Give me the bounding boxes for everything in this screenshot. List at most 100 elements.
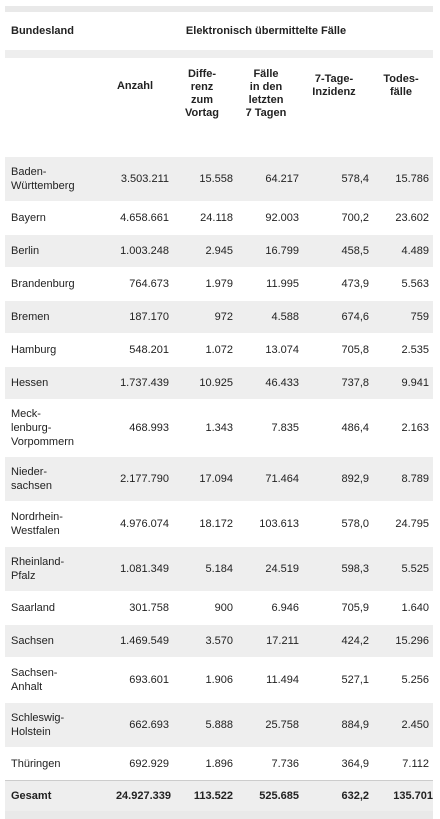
column-header-line: renz: [190, 81, 214, 93]
table-row: Nieder-sachsen 2.177.790 17.094 71.464 892,9…: [5, 456, 433, 502]
table-row: Hessen 1.737.439 10.925 46.433 737,8 9.941: [5, 366, 433, 400]
cell-incidence-7-day: 578,4: [299, 156, 369, 202]
cell-count: 764.673: [99, 267, 171, 301]
table-row: Thüringen 692.929 1.896 7.736 364,9 7.112: [5, 747, 433, 781]
state-name: Saarland: [5, 591, 99, 625]
total-label: Gesamt: [5, 780, 99, 811]
cell-cases-last-7-days: 7.835: [233, 399, 299, 457]
state-name: Hessen: [5, 366, 99, 400]
cell-deaths: 1.640: [369, 591, 433, 625]
cell-cases-last-7-days: 64.217: [233, 156, 299, 202]
table-row: Hamburg 548.201 1.072 13.074 705,8 2.535: [5, 333, 433, 367]
cell-cases-last-7-days: 103.613: [233, 501, 299, 547]
state-name-line: Berlin: [11, 245, 40, 257]
state-name-line: Baden-: [11, 166, 47, 178]
cell-diff-prev-day: 972: [171, 300, 233, 334]
cell-diff-prev-day: 10.925: [171, 366, 233, 400]
cell-deaths: 8.789: [369, 456, 433, 502]
column-header-cases-last-7-days: Fälle in den letzten 7 Tagen: [233, 58, 299, 157]
column-header-count: Anzahl: [99, 58, 171, 157]
cell-incidence-7-day: 527,1: [299, 657, 369, 703]
state-name: Bremen: [5, 300, 99, 334]
cell-cases-last-7-days: 7.736: [233, 747, 299, 781]
table-bottom-border: [5, 811, 433, 819]
table-body: Baden- Württemberg 3.503.211 15.558 64.217 57…: [5, 156, 433, 781]
cell-cases-last-7-days: 24.519: [233, 546, 299, 592]
table-row: Sachsen- Anhalt 693.601 1.906 11.494 527,1 5.2…: [5, 657, 433, 703]
cell-cases-last-7-days: 17.211: [233, 624, 299, 658]
table-row: Rheinland- Pfalz 1.081.349 5.184 24.519 598,3…: [5, 546, 433, 592]
column-header-line: zum: [191, 94, 213, 106]
cell-count: 1.469.549: [99, 624, 171, 658]
column-header-deaths: Todes-fälle: [369, 58, 433, 157]
state-name-line: Württemberg: [11, 180, 75, 192]
cell-incidence-7-day: 458,5: [299, 234, 369, 268]
total-deaths: 135.701: [369, 780, 433, 811]
state-name-line: Pfalz: [11, 570, 36, 582]
cell-deaths: 15.786: [369, 156, 433, 202]
table-row: Sachsen 1.469.549 3.570 17.211 424,2 15.296: [5, 624, 433, 658]
cell-cases-last-7-days: 4.588: [233, 300, 299, 334]
column-header-line: fälle: [389, 86, 412, 98]
cell-deaths: 23.602: [369, 201, 433, 235]
state-name-line: Hessen: [11, 377, 49, 389]
cell-count: 548.201: [99, 333, 171, 367]
table-row: Meck-lenburg- Vorpommern 468.993 1.343 7.835…: [5, 399, 433, 457]
state-name: Meck-lenburg- Vorpommern: [5, 399, 99, 457]
header-row-columns: Anzahl Diffe-renz zum Vortag Fälle in den letz…: [5, 58, 433, 157]
state-name: Thüringen: [5, 747, 99, 781]
cell-cases-last-7-days: 13.074: [233, 333, 299, 367]
cell-incidence-7-day: 884,9: [299, 702, 369, 748]
cell-diff-prev-day: 3.570: [171, 624, 233, 658]
state-name-line: Westfalen: [11, 525, 60, 537]
state-name: Schleswig- Holstein: [5, 702, 99, 748]
cell-incidence-7-day: 737,8: [299, 366, 369, 400]
state-name-line: Vorpommern: [11, 436, 74, 448]
column-header-line: Fälle: [253, 68, 279, 80]
cell-cases-last-7-days: 11.494: [233, 657, 299, 703]
total-diff-prev-day: 113.522: [171, 780, 233, 811]
cell-incidence-7-day: 473,9: [299, 267, 369, 301]
cases-table-container: Bundesland Elektronisch übermittelte Fäl…: [5, 6, 433, 819]
state-name-line: Thüringen: [11, 758, 61, 770]
column-header-line: 7-Tage-: [314, 73, 354, 85]
cell-deaths: 5.525: [369, 546, 433, 592]
cell-incidence-7-day: 424,2: [299, 624, 369, 658]
cell-count: 1.081.349: [99, 546, 171, 592]
cell-cases-last-7-days: 6.946: [233, 591, 299, 625]
cell-deaths: 9.941: [369, 366, 433, 400]
cell-deaths: 15.296: [369, 624, 433, 658]
table-row: Schleswig- Holstein 662.693 5.888 25.758 884,…: [5, 702, 433, 748]
header-row-top: Bundesland Elektronisch übermittelte Fäl…: [5, 12, 433, 50]
state-column-header: Bundesland: [5, 12, 99, 50]
cell-cases-last-7-days: 71.464: [233, 456, 299, 502]
empty-header-cell: [5, 58, 99, 157]
state-name-line: Holstein: [11, 726, 51, 738]
cell-count: 662.693: [99, 702, 171, 748]
column-header-line: letzten: [248, 94, 284, 106]
cell-deaths: 5.256: [369, 657, 433, 703]
cell-count: 468.993: [99, 399, 171, 457]
cell-incidence-7-day: 674,6: [299, 300, 369, 334]
cell-incidence-7-day: 700,2: [299, 201, 369, 235]
cell-count: 4.976.074: [99, 501, 171, 547]
state-name-line: Meck-: [11, 408, 41, 420]
state-name: Bayern: [5, 201, 99, 235]
cell-count: 692.929: [99, 747, 171, 781]
column-header-diff-prev-day: Diffe-renz zum Vortag: [171, 58, 233, 157]
column-header-line: 7 Tagen: [245, 107, 287, 119]
state-name: Nieder-sachsen: [5, 456, 99, 502]
column-header-line: Diffe-: [187, 68, 217, 80]
state-name-line: Sachsen-: [11, 667, 58, 679]
cell-diff-prev-day: 2.945: [171, 234, 233, 268]
state-name: Nordrhein- Westfalen: [5, 501, 99, 547]
cell-diff-prev-day: 5.184: [171, 546, 233, 592]
cell-count: 187.170: [99, 300, 171, 334]
cell-diff-prev-day: 1.072: [171, 333, 233, 367]
cell-diff-prev-day: 1.906: [171, 657, 233, 703]
cell-deaths: 2.163: [369, 399, 433, 457]
state-name-line: Saarland: [11, 602, 56, 614]
cell-deaths: 759: [369, 300, 433, 334]
cell-incidence-7-day: 705,8: [299, 333, 369, 367]
state-name-line: sachsen: [11, 480, 52, 492]
